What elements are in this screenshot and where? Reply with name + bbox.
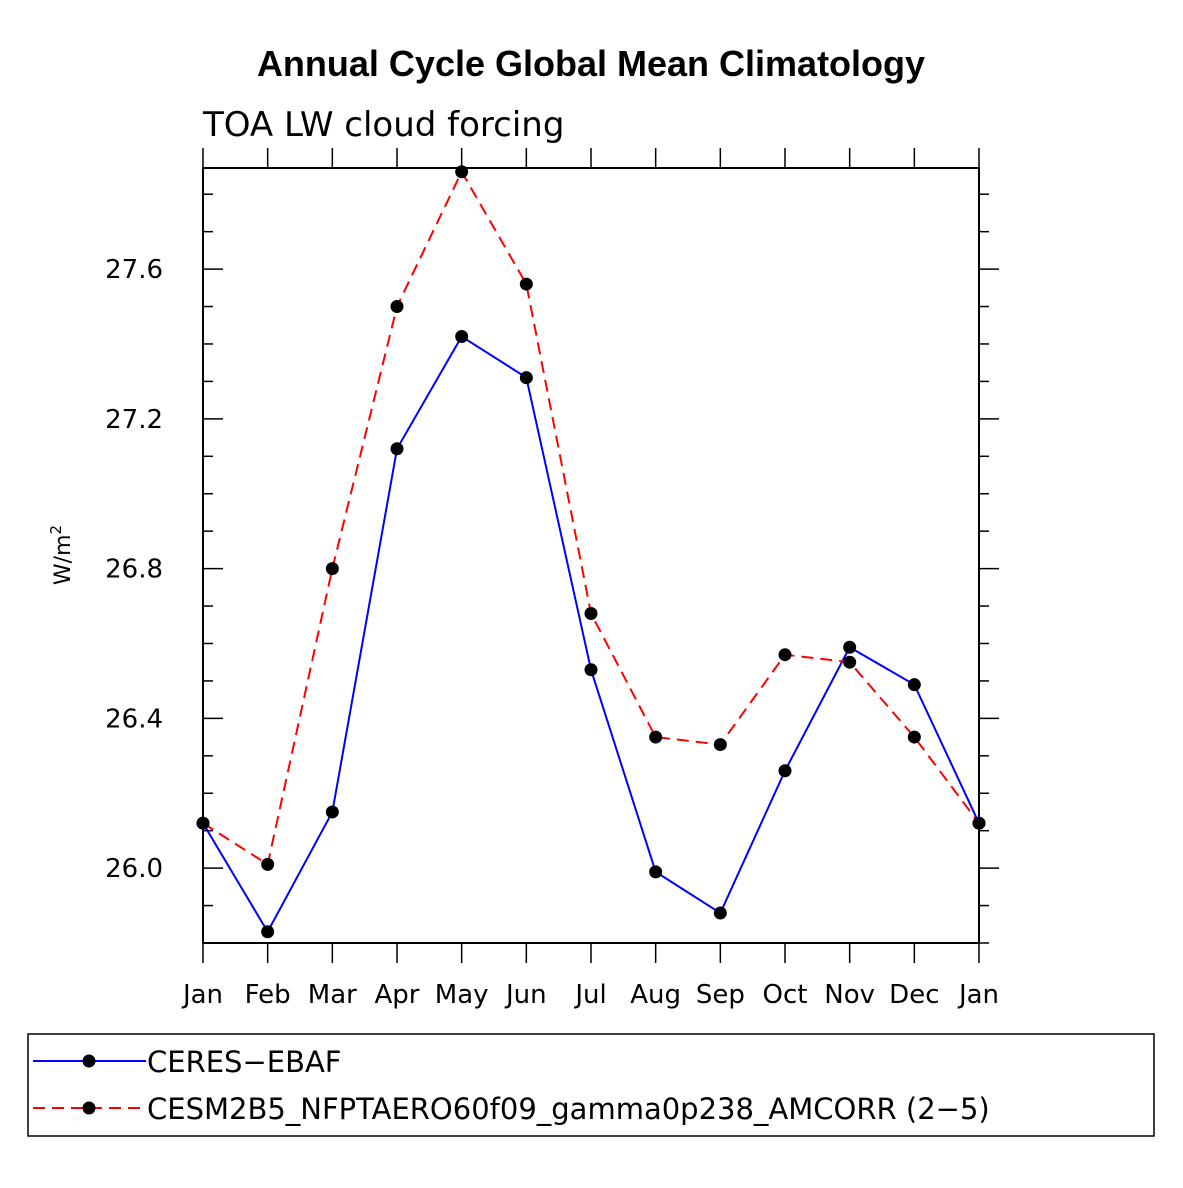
series-0-point — [325, 805, 339, 819]
series-1-point — [325, 562, 339, 576]
series-0-point — [261, 925, 275, 939]
y-tick-label: 26.0 — [105, 854, 163, 884]
series-1-point — [778, 648, 792, 662]
x-axis: Jan Feb Mar Apr May Jun Jul Aug Sep Oct Nov Dec Jan — [181, 148, 999, 1010]
series-1-point — [907, 730, 921, 744]
y-axis-title-group: W/m2 — [47, 525, 76, 585]
x-tick-label: Jan — [181, 980, 223, 1010]
series-0-point — [649, 865, 663, 879]
x-tick-label: Dec — [889, 980, 939, 1010]
x-tick-label: Jul — [573, 980, 606, 1010]
series-1-point — [713, 738, 727, 752]
series-0-point — [584, 663, 598, 677]
plot-frame — [202, 167, 980, 944]
y-tick-label: 26.4 — [105, 704, 163, 734]
y-axis-unit-superscript: 2 — [47, 525, 65, 535]
series-1-point — [843, 655, 857, 669]
x-tick-label: Jun — [504, 980, 547, 1010]
series-1-point — [455, 165, 469, 179]
y-axis-unit: W/m — [51, 534, 76, 585]
y-tick-label: 26.8 — [105, 555, 163, 585]
series-0-point — [713, 906, 727, 920]
series-1-point — [584, 607, 598, 621]
plot-area — [202, 167, 980, 944]
x-tick-label: Aug — [630, 980, 681, 1010]
chart-subtitle: TOA LW cloud forcing — [202, 105, 564, 145]
series-group — [196, 165, 986, 939]
x-tick-label: Oct — [763, 980, 808, 1010]
legend-box — [27, 1033, 1155, 1137]
series-line-0 — [202, 335, 980, 934]
chart-title: Annual Cycle Global Mean Climatology — [257, 43, 925, 84]
y-axis: 26.0 26.4 26.8 27.2 27.6 — [105, 193, 999, 944]
x-tick-label: Sep — [696, 980, 745, 1010]
series-0-point — [843, 640, 857, 654]
x-tick-label: Feb — [245, 980, 291, 1010]
y-axis-title: W/m2 — [47, 525, 76, 585]
x-tick-label: Jan — [957, 980, 999, 1010]
legend-marker-1 — [82, 1101, 96, 1115]
legend-label-1: CESM2B5_NFPTAERO60f09_gamma0p238_AMCORR … — [147, 1092, 990, 1126]
y-tick-label: 27.6 — [105, 255, 163, 285]
series-0-point — [778, 764, 792, 778]
series-line-1 — [202, 169, 980, 866]
series-0-point — [519, 371, 533, 385]
series-0-point — [907, 678, 921, 692]
x-tick-label: Apr — [375, 980, 420, 1010]
legend-label-0: CERES−EBAF — [147, 1045, 342, 1079]
x-tick-label: Nov — [824, 980, 875, 1010]
series-1-point — [261, 857, 275, 871]
series-1-point — [519, 277, 533, 291]
series-0-point — [390, 442, 404, 456]
series-1-point — [972, 816, 986, 830]
x-tick-label: Mar — [308, 980, 357, 1010]
series-1-point — [196, 816, 210, 830]
series-1-point — [649, 730, 663, 744]
legend-marker-0 — [82, 1054, 96, 1068]
y-tick-label: 27.2 — [105, 405, 163, 435]
series-0-point — [455, 329, 469, 343]
x-tick-label: May — [435, 980, 489, 1010]
series-1-point — [390, 300, 404, 314]
legend: CERES−EBAF CESM2B5_NFPTAERO60f09_gamma0p2… — [27, 1033, 1155, 1137]
